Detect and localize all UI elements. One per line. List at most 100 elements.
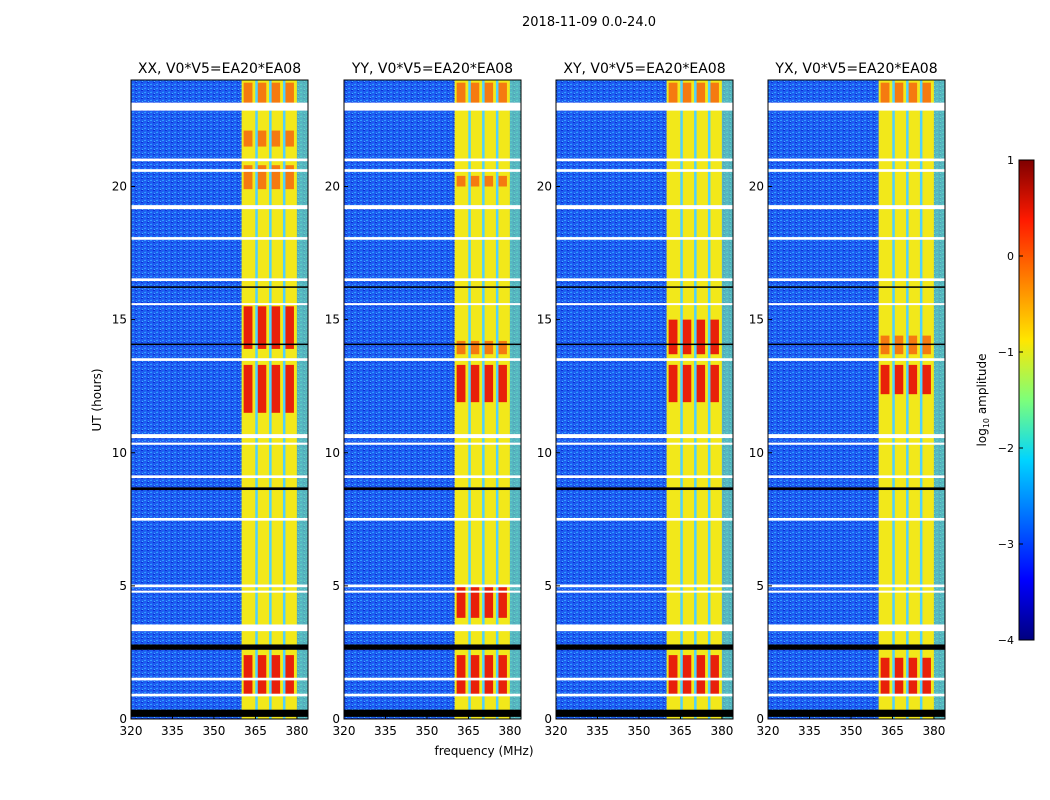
flagged-row [556, 442, 733, 445]
flagged-row [556, 624, 733, 632]
x-tick-label: 350 [416, 724, 439, 738]
y-tick-label: 20 [325, 180, 340, 194]
rfi-gap-line [482, 80, 485, 719]
flagged-row [344, 205, 521, 210]
rfi-gap-line [707, 80, 711, 719]
y-tick-label: 10 [112, 446, 127, 460]
high-amplitude-cell [498, 364, 507, 403]
high-amplitude-cell [894, 657, 904, 696]
high-amplitude-cell [456, 655, 466, 696]
black-row [131, 286, 308, 288]
flagged-row [344, 590, 521, 593]
flagged-row [768, 278, 945, 282]
flagged-row [768, 237, 945, 240]
black-row [556, 644, 733, 650]
high-amplitude-cell [498, 585, 507, 618]
flagged-row [344, 584, 521, 588]
high-amplitude-cell [922, 364, 931, 395]
flagged-row [131, 358, 308, 361]
high-amplitude-cell [668, 655, 678, 696]
high-amplitude-cell [271, 306, 281, 349]
flagged-row [768, 102, 945, 111]
y-tick-label: 15 [112, 313, 127, 327]
high-amplitude-cell [710, 82, 719, 104]
rfi-band-edge [721, 80, 733, 719]
y-axis-label: UT (hours) [90, 368, 104, 431]
high-amplitude-cell [710, 319, 719, 355]
flagged-row [768, 303, 945, 306]
high-amplitude-cell [285, 130, 294, 147]
high-amplitude-cell [456, 82, 466, 104]
x-tick-label: 335 [374, 724, 397, 738]
high-amplitude-cell [243, 165, 253, 190]
x-tick-label: 380 [710, 724, 733, 738]
flagged-row [344, 358, 521, 361]
high-amplitude-cell [682, 364, 692, 403]
rfi-gap-line [906, 80, 909, 719]
flagged-row [131, 205, 308, 210]
high-amplitude-cell [243, 130, 253, 147]
x-tick-label: 320 [545, 724, 568, 738]
high-amplitude-cell [498, 340, 507, 355]
flagged-row [131, 442, 308, 445]
flagged-row [344, 624, 521, 632]
rfi-band-edge [933, 80, 945, 719]
y-tick-label: 0 [756, 712, 764, 726]
high-amplitude-cell [456, 340, 466, 355]
flagged-row [131, 303, 308, 306]
flagged-row [556, 303, 733, 306]
y-tick-label: 5 [332, 579, 340, 593]
flagged-row [768, 624, 945, 632]
high-amplitude-cell [257, 306, 267, 349]
high-amplitude-cell [710, 364, 719, 403]
high-amplitude-cell [285, 364, 294, 413]
x-tick-label: 365 [669, 724, 692, 738]
flagged-row [556, 205, 733, 210]
high-amplitude-cell [257, 130, 267, 147]
rfi-gap-line [892, 80, 895, 719]
flagged-row [556, 169, 733, 172]
y-tick-label: 15 [325, 313, 340, 327]
rfi-gap-line [919, 80, 923, 719]
flagged-row [131, 517, 308, 521]
high-amplitude-cell [682, 319, 692, 355]
high-amplitude-cell [271, 82, 281, 104]
black-row [131, 487, 308, 491]
y-tick-label: 20 [112, 180, 127, 194]
x-tick-label: 335 [161, 724, 184, 738]
high-amplitude-cell [243, 655, 253, 696]
black-row [131, 343, 308, 346]
y-tick-label: 20 [537, 180, 552, 194]
x-tick-label: 320 [757, 724, 780, 738]
high-amplitude-cell [668, 319, 678, 355]
black-row [768, 487, 945, 491]
flagged-row [768, 693, 945, 697]
y-tick-label: 15 [749, 313, 764, 327]
high-amplitude-cell [922, 82, 931, 104]
black-row [768, 644, 945, 650]
figure-suptitle: 2018-11-09 0.0-24.0 [522, 15, 656, 30]
high-amplitude-cell [470, 364, 480, 403]
high-amplitude-cell [456, 585, 466, 618]
high-amplitude-cell [668, 82, 678, 104]
high-amplitude-cell [285, 306, 294, 349]
high-amplitude-cell [285, 82, 294, 104]
flagged-row [768, 590, 945, 593]
colorbar-gradient [1018, 159, 1035, 641]
flagged-row [131, 434, 308, 439]
high-amplitude-cell [696, 319, 706, 355]
high-amplitude-cell [484, 364, 494, 403]
y-tick-label: 10 [749, 446, 764, 460]
flagged-row [556, 693, 733, 697]
colorbar-tick-label: −1 [998, 346, 1014, 359]
rfi-gap-line [282, 80, 286, 719]
high-amplitude-cell [470, 82, 480, 104]
panel-title: YX, V0*V5=EA20*EA08 [774, 61, 937, 77]
flagged-row [556, 102, 733, 111]
flagged-row [131, 102, 308, 111]
panel-3: YX, V0*V5=EA20*EA08 320 335 350 365 380 0 5 10 15… [749, 61, 946, 738]
high-amplitude-cell [257, 364, 267, 413]
flagged-row [556, 278, 733, 282]
y-tick-label: 0 [119, 712, 127, 726]
y-tick-label: 5 [119, 579, 127, 593]
